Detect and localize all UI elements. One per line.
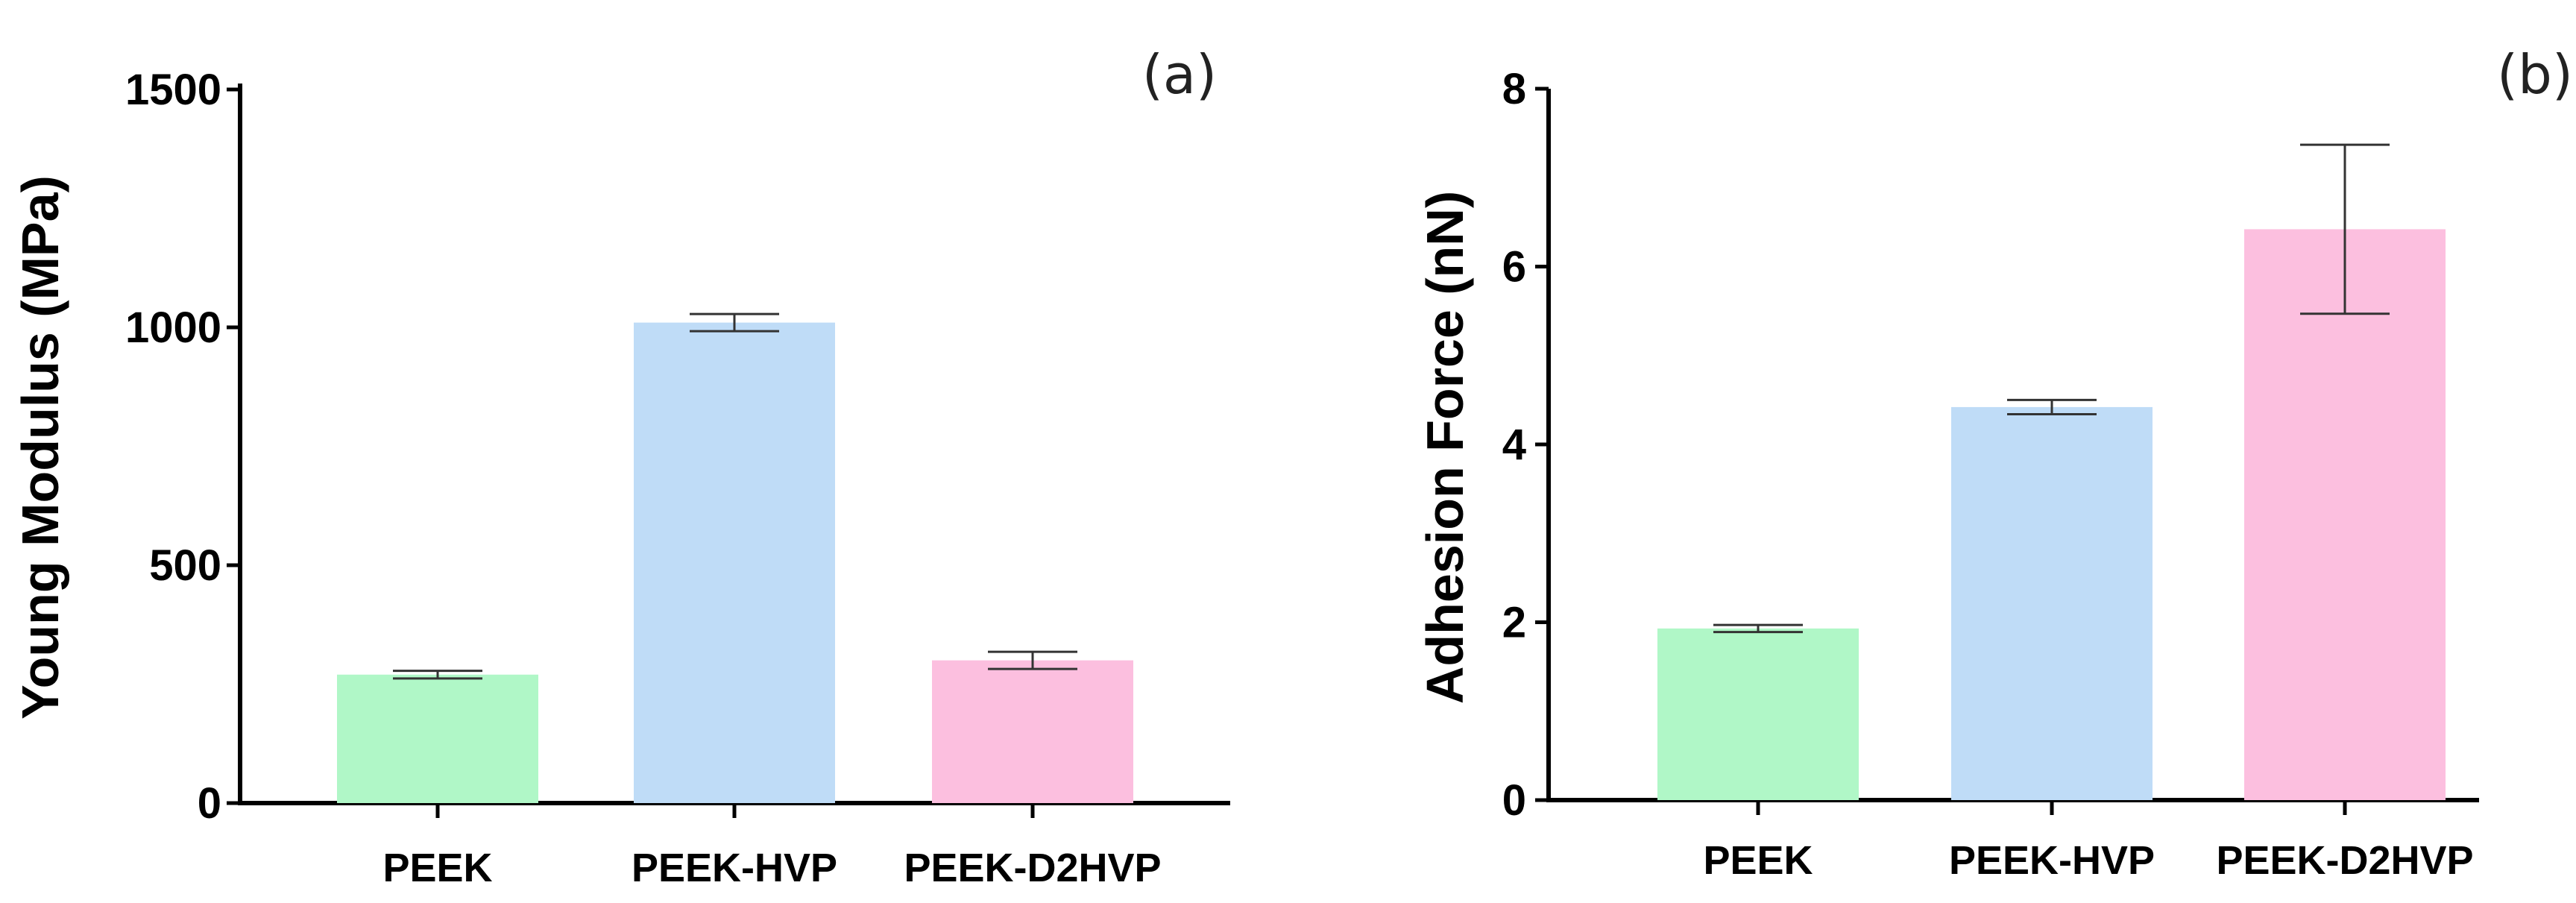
panel-a-y-tick-label-1: 500 — [149, 541, 221, 590]
panel-b-y-axis-title: Adhesion Force (nN) — [1416, 191, 1474, 704]
panel-a-x-tick-label-2: PEEK-D2HVP — [904, 846, 1161, 890]
panel-a-bar-peek — [337, 674, 538, 803]
panel-a-young-modulus-chart: 0 500 1000 1500 PEEK PEEK-HVP PEEK-D2HVP Youn… — [11, 43, 1230, 890]
panel-b-y-tick-label-1: 2 — [1502, 599, 1526, 647]
panel-b-x-tick-label-1: PEEK-HVP — [1949, 838, 2155, 883]
panel-b-x-tick-label-2: PEEK-D2HVP — [2216, 838, 2473, 883]
panel-a-panel-label: (a) — [1142, 43, 1217, 106]
panel-a-y-tick-label-0: 0 — [198, 779, 221, 828]
panel-b-x-tick-label-0: PEEK — [1703, 838, 1813, 883]
panel-b-y-tick-label-0: 0 — [1502, 776, 1526, 825]
panel-b-adhesion-force-chart: 0 2 4 6 8 PEEK PEEK-HVP PEEK-D2HVP Adhesion Fo… — [1416, 43, 2573, 883]
panel-a-y-tick-label-3: 1500 — [125, 66, 221, 114]
panel-b-y-tick-label-3: 6 — [1502, 243, 1526, 292]
panel-a-y-tick-label-2: 1000 — [125, 303, 221, 352]
panel-b-bar-peek-hvp — [1951, 406, 2153, 800]
panel-b-bar-peek — [1657, 628, 1859, 800]
panel-a-y-axis-title: Young Modulus (MPa) — [11, 175, 69, 720]
panel-a-x-tick-label-0: PEEK — [382, 846, 492, 890]
panel-a-bar-peek-d2hvp — [932, 660, 1133, 803]
panel-b-panel-label: (b) — [2497, 43, 2573, 106]
panel-a-x-tick-label-1: PEEK-HVP — [632, 846, 837, 890]
panel-a-bar-peek-hvp — [634, 322, 835, 803]
panel-b-y-tick-label-2: 4 — [1502, 421, 1526, 469]
panel-b-y-tick-label-4: 8 — [1502, 65, 1526, 113]
panel-b-bar-peek-d2hvp — [2244, 229, 2446, 800]
